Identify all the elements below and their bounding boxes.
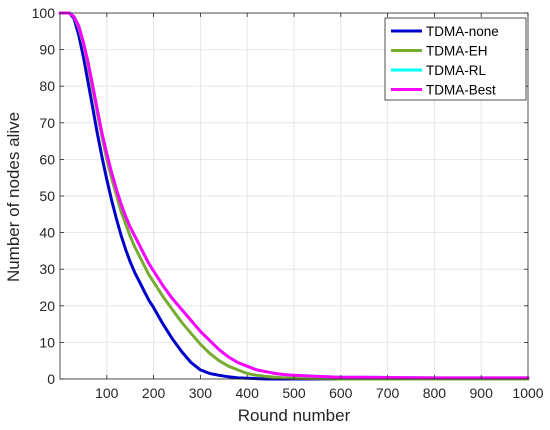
x-tick-label: 500	[282, 385, 306, 401]
y-tick-label: 10	[39, 334, 55, 350]
y-tick-label: 20	[39, 298, 55, 314]
x-axis-ticks: 100 200 300 400 500 600 700 800 900 1000	[95, 13, 544, 401]
y-tick-label: 30	[39, 261, 55, 277]
x-tick-label: 100	[95, 385, 119, 401]
x-tick-label: 800	[423, 385, 447, 401]
y-axis-label: Number of nodes alive	[4, 112, 23, 282]
x-axis-label: Round number	[238, 406, 351, 425]
x-tick-label: 300	[189, 385, 213, 401]
x-tick-label: 600	[329, 385, 353, 401]
legend-label: TDMA-RL	[426, 63, 486, 78]
x-tick-label: 200	[142, 385, 166, 401]
y-tick-label: 70	[39, 115, 55, 131]
y-axis-ticks: 0 10 20 30 40 50 60 70 80 90 100	[32, 5, 528, 387]
legend-label: TDMA-none	[426, 24, 499, 39]
legend-label: TDMA-Best	[426, 83, 496, 98]
y-tick-label: 60	[39, 151, 55, 167]
y-tick-label: 0	[47, 371, 55, 387]
x-tick-label: 900	[470, 385, 494, 401]
y-tick-label: 50	[39, 188, 55, 204]
y-tick-label: 100	[32, 5, 56, 21]
y-tick-label: 40	[39, 225, 55, 241]
y-tick-label: 90	[39, 42, 55, 58]
y-tick-label: 80	[39, 78, 55, 94]
x-tick-label: 1000	[512, 385, 543, 401]
legend: TDMA-none TDMA-EH TDMA-RL TDMA-Best	[384, 17, 527, 101]
x-tick-label: 400	[236, 385, 260, 401]
x-tick-label: 700	[376, 385, 400, 401]
series-line-tdma-best	[58, 11, 530, 380]
legend-label: TDMA-EH	[426, 44, 488, 59]
